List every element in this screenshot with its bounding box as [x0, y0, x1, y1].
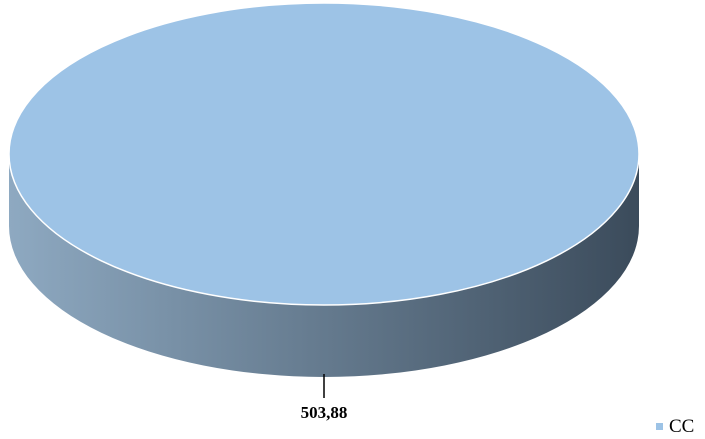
pie-slice-side-cc: [9, 154, 639, 377]
data-label-cc: 503,88: [301, 403, 348, 422]
legend-swatch-cc: [656, 423, 663, 430]
pie-slice-cc: [8, 2, 640, 306]
legend: CC: [656, 416, 694, 437]
legend-label-cc: CC: [669, 416, 694, 437]
